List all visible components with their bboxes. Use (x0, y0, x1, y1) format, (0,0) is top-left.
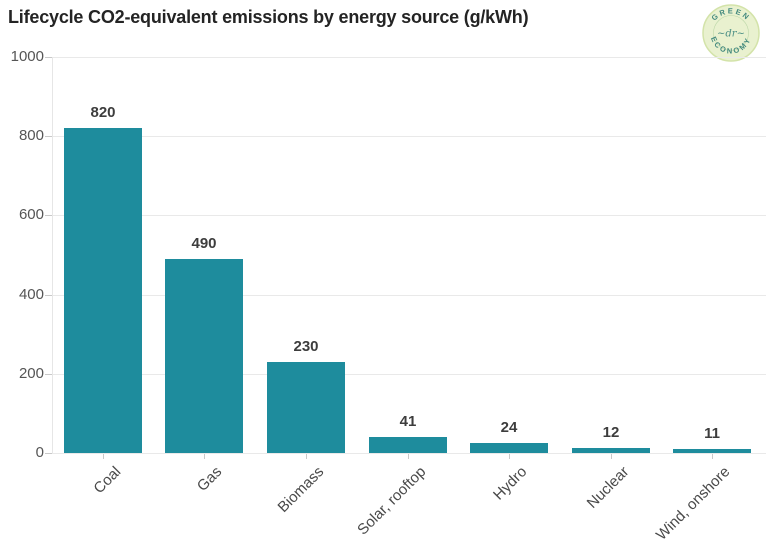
y-axis-tick-label: 200 (18, 365, 44, 382)
y-axis-tick-label: 1000 (10, 48, 44, 65)
y-axis-tick (45, 374, 52, 375)
x-axis-tick (204, 454, 205, 459)
x-axis-tick (611, 454, 612, 459)
category-label-gas: Gas (193, 463, 226, 495)
bar-value-label: 820 (90, 104, 116, 121)
bar-wind-onshore (673, 449, 751, 453)
y-axis-tick (45, 453, 52, 454)
y-gridline (52, 295, 766, 296)
y-axis-tick (45, 295, 52, 296)
logo-inner-circle (713, 15, 749, 51)
bar-value-label: 12 (602, 424, 620, 441)
category-label-hydro: Hydro (489, 463, 531, 504)
y-axis-tick (45, 215, 52, 216)
y-gridline (52, 453, 766, 454)
x-axis-tick (408, 454, 409, 459)
bar-gas (165, 259, 243, 453)
y-axis-tick-label: 800 (18, 127, 44, 144)
green-economy-logo: GREEN ECONOMY ~dr~ (702, 4, 760, 62)
y-gridline (52, 136, 766, 137)
bar-value-label: 490 (191, 235, 217, 252)
logo-outer-circle (702, 4, 760, 62)
y-axis-line (52, 57, 53, 453)
x-axis-tick (712, 454, 713, 459)
bar-nuclear (572, 448, 650, 453)
bar-value-label: 41 (399, 413, 417, 430)
x-axis-tick (509, 454, 510, 459)
y-gridline (52, 57, 766, 58)
category-label-wind-onshore: Wind, onshore (652, 463, 734, 544)
y-axis-tick-label: 400 (18, 286, 44, 303)
bar-value-label: 24 (500, 419, 518, 436)
chart-title: Lifecycle CO2-equivalent emissions by en… (8, 7, 529, 27)
y-axis-tick (45, 57, 52, 58)
y-axis-tick-label: 0 (35, 444, 44, 461)
y-gridline (52, 374, 766, 375)
y-axis-tick (45, 136, 52, 137)
bar-biomass (267, 362, 345, 453)
bar-hydro (470, 443, 548, 453)
bar-coal (64, 128, 142, 453)
bar-value-label: 230 (293, 338, 319, 355)
x-axis-tick (103, 454, 104, 459)
logo-monogram: ~dr~ (717, 29, 745, 40)
x-axis-tick (306, 454, 307, 459)
bar-value-label: 11 (704, 425, 720, 442)
y-gridline (52, 215, 766, 216)
category-label-coal: Coal (90, 463, 125, 498)
y-axis-tick-label: 600 (18, 206, 44, 223)
bar-solar-rooftop (369, 437, 447, 453)
